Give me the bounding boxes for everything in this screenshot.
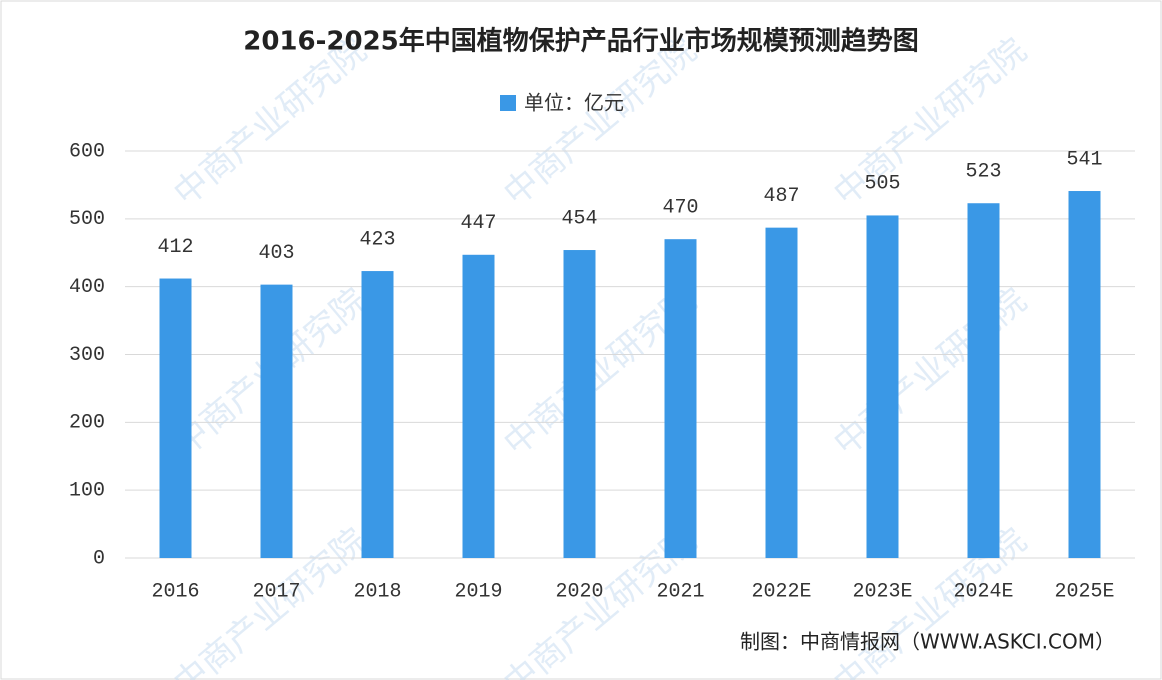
x-tick-label: 2021	[656, 580, 704, 603]
value-label: 470	[662, 196, 698, 219]
y-tick-label: 0	[93, 547, 105, 570]
x-tick-label: 2018	[353, 580, 401, 603]
bar	[967, 203, 1000, 558]
value-label: 487	[763, 185, 799, 208]
y-tick-label: 600	[69, 140, 105, 163]
x-tick-label: 2017	[252, 580, 300, 603]
bar	[462, 254, 495, 558]
y-tick-label: 100	[69, 479, 105, 502]
x-tick-label: 2019	[454, 580, 502, 603]
value-label: 423	[359, 228, 395, 251]
value-label: 454	[561, 207, 597, 230]
bar	[159, 278, 192, 558]
bar	[866, 215, 899, 559]
x-tick-label: 2025E	[1054, 580, 1114, 603]
value-label: 403	[258, 242, 294, 265]
value-label: 505	[864, 173, 900, 196]
bar	[1068, 191, 1101, 558]
x-tick-label: 2024E	[953, 580, 1013, 603]
bar	[664, 239, 697, 558]
value-label: 523	[965, 161, 1001, 184]
x-tick-label: 2020	[555, 580, 603, 603]
x-tick-label: 2016	[151, 580, 199, 603]
x-tick-label: 2023E	[852, 580, 912, 603]
chart-title: 2016-2025年中国植物保护产品行业市场规模预测趋势图	[243, 26, 919, 57]
bar	[361, 271, 394, 558]
bar	[260, 284, 293, 558]
bar	[765, 227, 798, 558]
source-note: 制图：中商情报网（WWW.ASKCI.COM）	[740, 630, 1115, 654]
y-tick-label: 300	[69, 344, 105, 367]
value-label: 412	[157, 236, 193, 259]
y-tick-label: 400	[69, 276, 105, 299]
legend-swatch	[500, 95, 516, 111]
value-label: 541	[1066, 148, 1102, 171]
legend-label: 单位：亿元	[524, 91, 624, 115]
y-tick-label: 200	[69, 412, 105, 435]
y-tick-label: 500	[69, 208, 105, 231]
bar	[563, 250, 596, 558]
value-label: 447	[460, 212, 496, 235]
x-tick-label: 2022E	[751, 580, 811, 603]
